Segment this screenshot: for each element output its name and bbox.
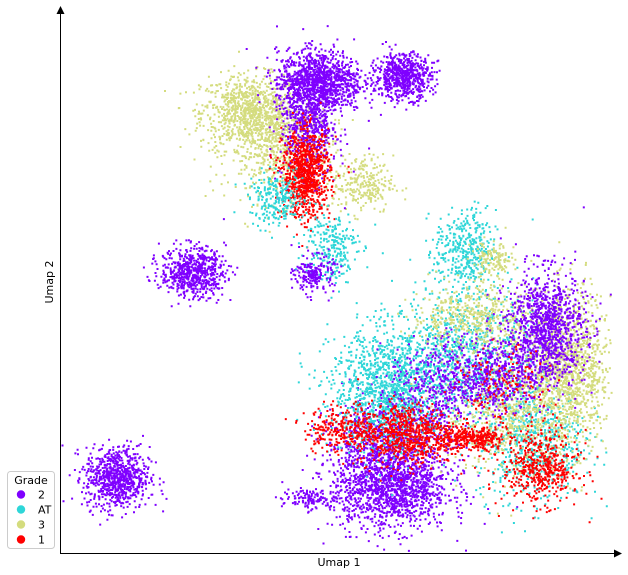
scatter-point-group xyxy=(466,226,533,287)
axes: Umap 1 Umap 2 xyxy=(43,6,622,569)
legend-label-2: 2 xyxy=(38,489,45,502)
scatter-point-group xyxy=(284,400,392,465)
scatter-point-group xyxy=(268,28,371,210)
scatter-point-group xyxy=(487,416,603,524)
scatter-point-group xyxy=(360,327,500,454)
scatter-point-group xyxy=(484,206,612,413)
cluster-series-2-23 xyxy=(484,206,612,413)
cluster-series-2-11 xyxy=(61,434,168,526)
legend-marker-2 xyxy=(16,490,26,499)
scatter-point-group xyxy=(311,153,408,221)
scatter-point-group xyxy=(296,287,498,496)
legend-title: Grade xyxy=(14,474,48,487)
scatter-point-group xyxy=(397,270,558,365)
cluster-series-3-20 xyxy=(397,270,558,365)
cluster-series-1-27 xyxy=(284,400,392,465)
legend-entries: 2 AT 3 1 xyxy=(16,489,52,547)
legend-label-3: 3 xyxy=(38,519,45,532)
cluster-series-2-5 xyxy=(366,41,441,111)
scatter-point-group xyxy=(503,241,613,492)
x-axis-label: Umap 1 xyxy=(318,556,361,569)
cluster-series-2-24 xyxy=(428,327,547,423)
cluster-series-2-10 xyxy=(142,218,239,308)
cluster-series-3-22 xyxy=(466,226,533,287)
cluster-series-at-15 xyxy=(296,287,498,496)
cluster-series-1-26 xyxy=(323,377,488,482)
scatter-points xyxy=(61,25,613,552)
legend-marker-at xyxy=(16,505,26,514)
cluster-series-3-2 xyxy=(311,153,408,221)
y-axis-arrow-icon xyxy=(56,6,65,14)
scatter-point-group xyxy=(410,322,599,517)
cluster-series-at-17 xyxy=(414,200,513,303)
cluster-series-2-4 xyxy=(268,28,371,210)
scatter-point-group xyxy=(428,327,547,423)
scatter-point-group xyxy=(414,200,513,303)
x-axis-arrow-icon xyxy=(614,549,622,558)
cluster-series-2-25 xyxy=(360,327,500,454)
cluster-series-at-8 xyxy=(292,202,377,299)
scatter-point-group xyxy=(142,218,239,308)
y-axis-label: Umap 2 xyxy=(43,261,56,304)
legend-label-1: 1 xyxy=(38,534,45,547)
scatter-point-group xyxy=(323,377,488,482)
cluster-series-3-19 xyxy=(503,241,613,492)
legend-label-at: AT xyxy=(38,504,52,517)
scatter-point-group xyxy=(274,481,344,512)
scatter-point-group xyxy=(292,202,377,299)
cluster-series-3-21 xyxy=(410,322,599,517)
cluster-series-2-9 xyxy=(290,244,343,302)
cluster-series-2-12 xyxy=(274,481,344,512)
scatter-point-group xyxy=(366,41,441,111)
scatter-point-group xyxy=(61,434,168,526)
cluster-series-1-29 xyxy=(487,416,603,524)
legend-marker-3 xyxy=(16,520,26,529)
legend-marker-1 xyxy=(16,535,26,544)
legend: Grade 2 AT 3 1 xyxy=(7,471,55,549)
scatter-point-group xyxy=(290,244,343,302)
